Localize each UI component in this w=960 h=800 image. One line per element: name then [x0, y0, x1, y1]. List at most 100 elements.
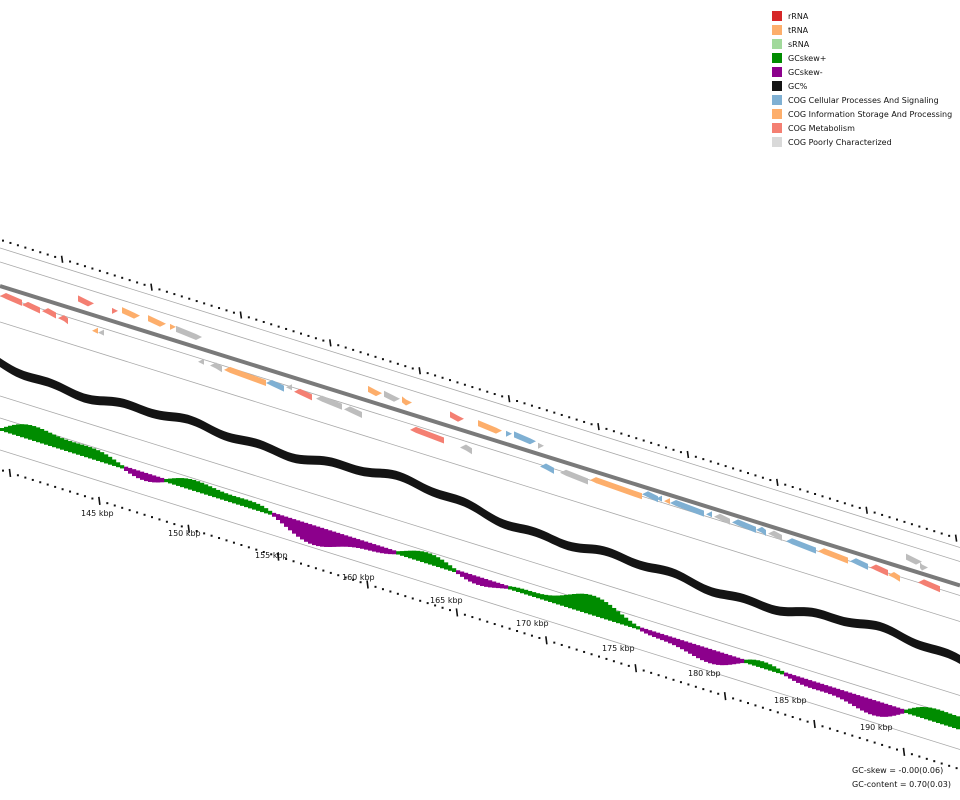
gene-arrow [122, 307, 140, 319]
legend-item-gcskew-plus: GCskew+ [772, 51, 952, 65]
gc-skew-positive-bar [932, 708, 937, 722]
minor-tick [121, 506, 124, 509]
minor-tick [69, 490, 72, 493]
minor-tick [732, 467, 735, 470]
minor-tick [210, 304, 213, 307]
gc-skew-positive-bar [544, 594, 549, 601]
major-tick [187, 524, 191, 533]
minor-tick [128, 279, 131, 282]
minor-tick [910, 523, 913, 526]
minor-tick [769, 709, 772, 712]
minor-tick [627, 664, 630, 667]
legend-item-cog-poorly: COG Poorly Characterized [772, 135, 952, 149]
gc-skew-negative-bar [648, 630, 653, 636]
minor-tick [508, 627, 511, 630]
gc-skew-negative-bar [684, 641, 689, 652]
gc-skew-negative-bar [660, 633, 665, 641]
gene-arrow [506, 428, 512, 437]
minor-tick [493, 623, 496, 626]
gc-skew-negative-bar [828, 686, 833, 695]
gene-arrow [22, 301, 40, 314]
minor-tick [203, 532, 206, 535]
minor-tick [106, 272, 109, 275]
gene-arrow [560, 469, 588, 485]
gene-arrow [344, 406, 362, 418]
gc-skew-negative-bar [692, 643, 697, 657]
minor-tick [739, 469, 742, 472]
gc-skew-positive-bar [248, 500, 253, 509]
minor-tick [359, 351, 362, 354]
minor-tick [195, 300, 198, 303]
gc-skew-positive-bar [204, 484, 209, 495]
gc-skew-positive-bar [612, 607, 617, 622]
gc-skew-positive-bar [212, 488, 217, 498]
gene-arrow [198, 358, 204, 367]
gc-skew-positive-bar [92, 448, 97, 460]
minor-tick [173, 293, 176, 296]
legend-swatch [772, 137, 782, 147]
gene-arrow [870, 564, 888, 577]
gc-skew-positive-bar [956, 716, 960, 730]
gc-skew-positive-bar [944, 712, 949, 726]
gc-skew-positive-bar [200, 482, 205, 494]
minor-tick [24, 476, 27, 479]
gc-skew-negative-bar [740, 658, 745, 664]
gc-skew-negative-bar [160, 477, 165, 483]
gc-skew-negative-bar [876, 701, 881, 717]
minor-tick [881, 513, 884, 516]
minor-tick [322, 339, 325, 342]
gene-arrow [58, 315, 68, 325]
gc-skew-negative-bar [356, 539, 361, 548]
gc-skew-negative-bar [152, 475, 157, 483]
gc-skew-negative-bar [376, 545, 381, 553]
minor-tick [806, 490, 809, 493]
gc-skew-negative-bar [308, 524, 313, 544]
minor-tick [724, 465, 727, 468]
minor-tick [553, 641, 556, 644]
minor-tick [31, 248, 34, 251]
minor-tick [888, 516, 891, 519]
minor-tick [54, 255, 57, 258]
gc-skew-positive-bar [552, 595, 557, 604]
gc-skew-positive-bar [168, 478, 173, 484]
major-tick [634, 664, 638, 673]
gc-skew-positive-bar [772, 666, 777, 672]
legend-label: sRNA [788, 39, 810, 49]
gc-skew-positive-bar [164, 478, 169, 483]
gc-skew-positive-bar [952, 714, 957, 729]
minor-tick [672, 678, 675, 681]
minor-tick [292, 330, 295, 333]
gene-arrow [888, 572, 900, 582]
gc-skew-positive-bar [624, 617, 629, 626]
minor-tick [776, 711, 779, 714]
gc-skew-positive-bar [180, 478, 185, 488]
minor-tick [590, 423, 593, 426]
gc-skew-positive-bar [924, 707, 929, 720]
gc-skew-positive-bar [8, 425, 13, 434]
gc-skew-positive-bar [904, 709, 909, 714]
gc-skew-negative-bar [284, 516, 289, 527]
major-tick [507, 395, 511, 403]
gc-skew-positive-bar [224, 493, 229, 501]
minor-tick [463, 383, 466, 386]
gene-arrow [384, 390, 400, 402]
minor-tick [456, 381, 459, 384]
gc-skew-negative-bar [320, 527, 325, 547]
minor-tick [955, 767, 958, 770]
axis-label: 155 kbp [255, 551, 288, 560]
gc-skew-positive-bar [424, 552, 429, 564]
gc-skew-positive-bar [60, 438, 65, 450]
minor-tick [665, 676, 668, 679]
gc-skew-negative-bar [364, 541, 369, 550]
minor-tick [605, 657, 608, 660]
gc-skew-positive-bar [68, 441, 73, 453]
gc-skew-positive-bar [748, 659, 753, 665]
track-guide-line [0, 261, 960, 562]
minor-tick [478, 388, 481, 391]
gc-skew-negative-bar [652, 631, 657, 638]
gc-skew-positive-bar [192, 479, 197, 491]
gc-skew-negative-bar [480, 577, 485, 587]
legend-item-cog-information: COG Information Storage And Processing [772, 107, 952, 121]
gene-arrow [410, 426, 444, 444]
minor-tick [888, 746, 891, 749]
